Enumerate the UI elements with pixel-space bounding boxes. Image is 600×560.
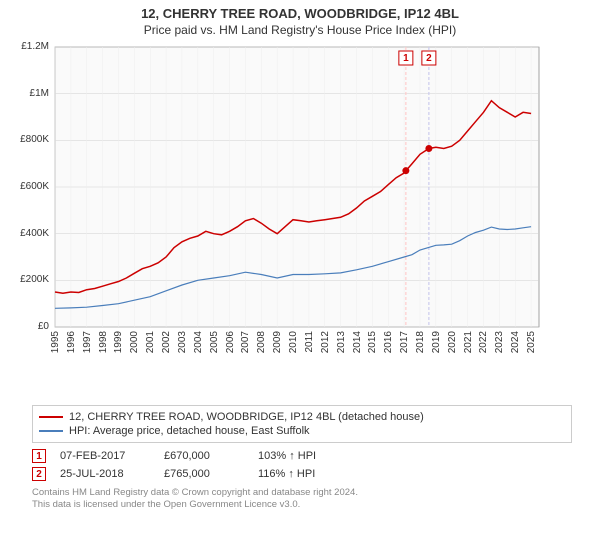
x-tick-label: 2001 (145, 331, 156, 353)
sale-row: 1 07-FEB-2017 £670,000 103% ↑ HPI (32, 447, 572, 465)
legend-label: 12, CHERRY TREE ROAD, WOODBRIDGE, IP12 4… (69, 411, 424, 423)
x-tick-label: 2003 (177, 331, 188, 353)
sale-badge: 2 (32, 467, 46, 481)
x-tick-label: 2009 (272, 331, 283, 353)
svg-text:2: 2 (426, 53, 432, 64)
legend-swatch (39, 430, 63, 432)
svg-text:1: 1 (403, 53, 409, 64)
x-tick-label: 2013 (336, 331, 347, 353)
legend: 12, CHERRY TREE ROAD, WOODBRIDGE, IP12 4… (32, 405, 572, 443)
sale-hpi: 103% ↑ HPI (258, 450, 338, 462)
x-tick-label: 2002 (161, 331, 172, 353)
sale-date: 07-FEB-2017 (60, 450, 150, 462)
footnote-line-2: This data is licensed under the Open Gov… (32, 499, 572, 511)
x-tick-label: 2005 (209, 331, 220, 353)
x-tick-label: 2019 (431, 331, 442, 353)
sale-price: £670,000 (164, 450, 244, 462)
legend-item: HPI: Average price, detached house, East… (39, 424, 565, 438)
x-tick-label: 2023 (494, 331, 505, 353)
chart-subtitle: Price paid vs. HM Land Registry's House … (0, 21, 600, 41)
x-tick-label: 2017 (399, 331, 410, 353)
sale-hpi: 116% ↑ HPI (258, 468, 338, 480)
x-tick-label: 2021 (463, 331, 474, 353)
footnote-line-1: Contains HM Land Registry data © Crown c… (32, 487, 572, 499)
x-tick-label: 2022 (478, 331, 489, 353)
sale-price: £765,000 (164, 468, 244, 480)
sale-row: 2 25-JUL-2018 £765,000 116% ↑ HPI (32, 465, 572, 483)
x-tick-label: 2010 (288, 331, 299, 353)
x-tick-label: 2007 (240, 331, 251, 353)
y-tick-label: £800K (15, 134, 49, 145)
x-tick-label: 1997 (82, 331, 93, 353)
x-tick-label: 1995 (50, 331, 61, 353)
x-tick-label: 2025 (526, 331, 537, 353)
y-tick-label: £1M (15, 88, 49, 99)
y-tick-label: £0 (15, 321, 49, 332)
x-tick-label: 2004 (193, 331, 204, 353)
x-tick-label: 2014 (352, 331, 363, 353)
x-tick-label: 2018 (415, 331, 426, 353)
chart-area: £0£200K£400K£600K£800K£1M£1.2M 12 199519… (15, 41, 585, 401)
y-tick-label: £1.2M (15, 41, 49, 52)
footnote: Contains HM Land Registry data © Crown c… (32, 487, 572, 512)
legend-label: HPI: Average price, detached house, East… (69, 425, 310, 437)
x-tick-label: 2011 (304, 331, 315, 353)
x-tick-label: 1999 (113, 331, 124, 353)
x-tick-label: 2000 (129, 331, 140, 353)
x-tick-label: 2020 (447, 331, 458, 353)
x-tick-label: 1998 (98, 331, 109, 353)
x-tick-label: 2024 (510, 331, 521, 353)
x-tick-label: 2016 (383, 331, 394, 353)
x-tick-label: 2006 (225, 331, 236, 353)
x-tick-label: 2015 (367, 331, 378, 353)
y-tick-label: £600K (15, 181, 49, 192)
x-tick-label: 2008 (256, 331, 267, 353)
y-tick-label: £200K (15, 274, 49, 285)
y-tick-label: £400K (15, 228, 49, 239)
chart-container: 12, CHERRY TREE ROAD, WOODBRIDGE, IP12 4… (0, 0, 600, 560)
sale-date: 25-JUL-2018 (60, 468, 150, 480)
sale-badge: 1 (32, 449, 46, 463)
legend-item: 12, CHERRY TREE ROAD, WOODBRIDGE, IP12 4… (39, 410, 565, 424)
sales-table: 1 07-FEB-2017 £670,000 103% ↑ HPI 2 25-JUL-20… (32, 447, 572, 483)
legend-swatch (39, 416, 63, 418)
chart-title: 12, CHERRY TREE ROAD, WOODBRIDGE, IP12 4… (0, 0, 600, 21)
line-chart-svg: 12 (15, 41, 545, 361)
x-tick-label: 2012 (320, 331, 331, 353)
x-tick-label: 1996 (66, 331, 77, 353)
